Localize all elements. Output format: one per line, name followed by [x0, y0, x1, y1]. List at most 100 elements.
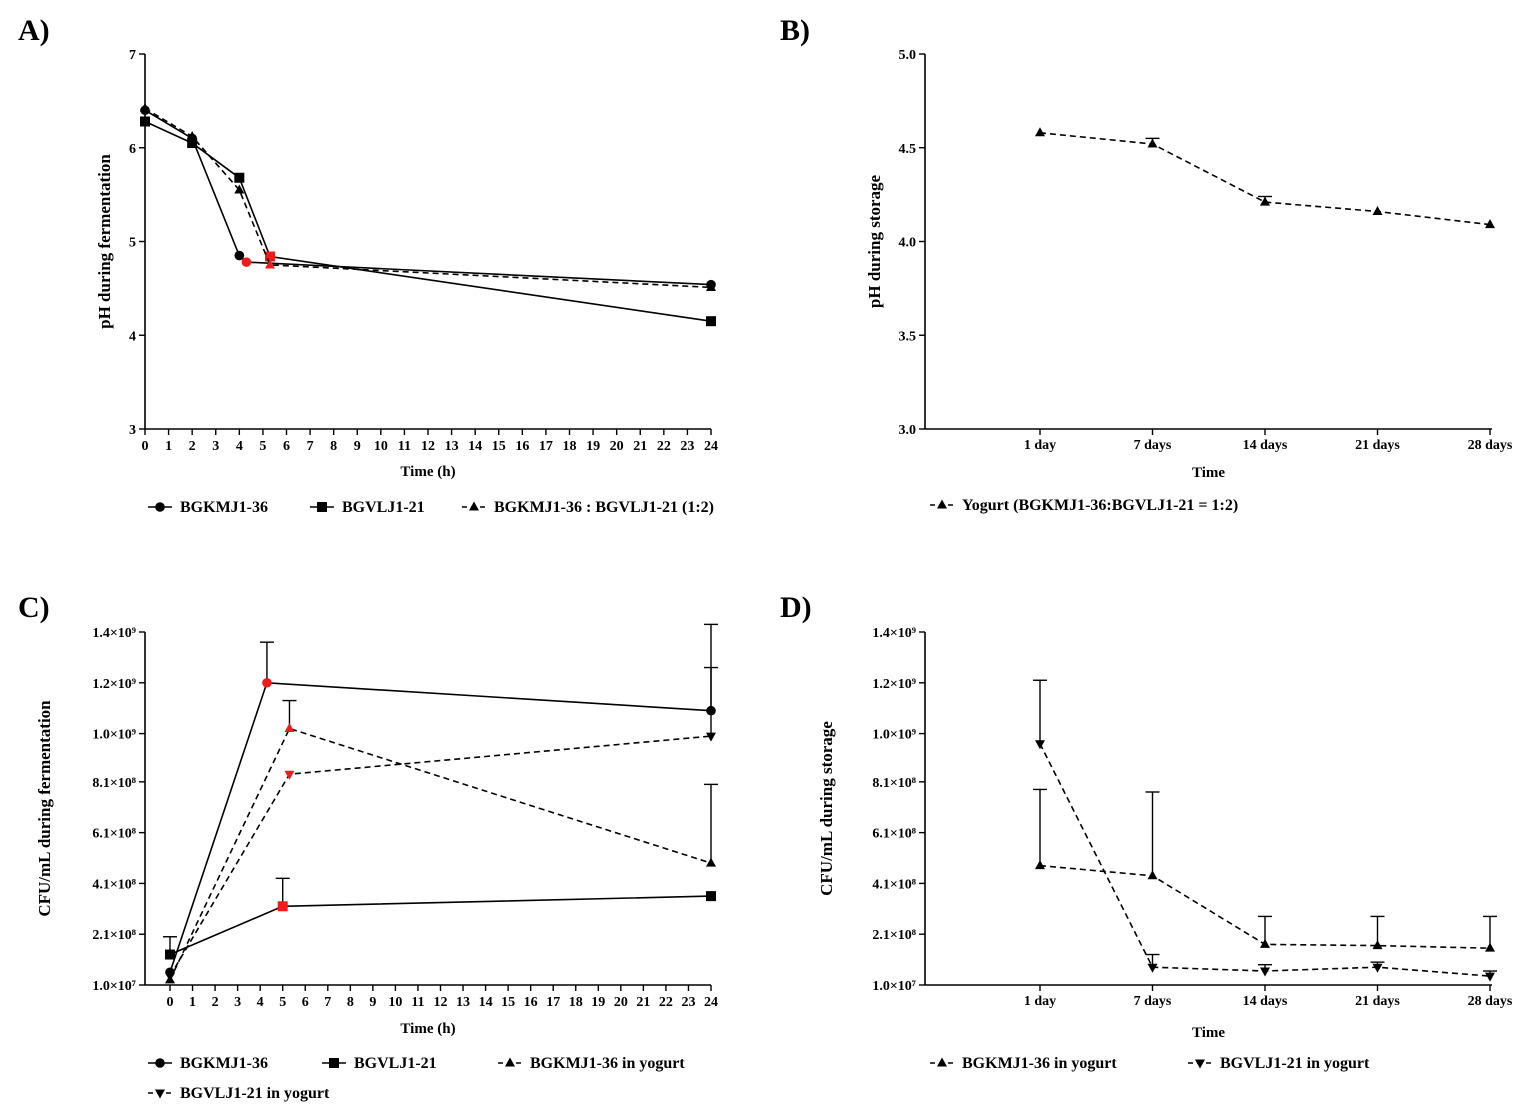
- x-tick-label: 21 days: [1355, 994, 1400, 1009]
- x-tick-label: 7: [307, 439, 314, 454]
- x-tick-label: 7 days: [1134, 994, 1172, 1009]
- y-tick-label: 1.4×10⁹: [92, 626, 136, 641]
- x-tick-label: 15: [492, 439, 506, 454]
- legend-marker: [937, 1057, 947, 1067]
- data-point: [234, 172, 245, 183]
- x-tick-label: 11: [411, 995, 424, 1010]
- data-point: [140, 102, 150, 112]
- x-tick-label: 5: [259, 439, 266, 454]
- x-tick-label: 22: [659, 995, 673, 1010]
- x-tick-label: 0: [167, 995, 174, 1010]
- data-point: [706, 891, 716, 902]
- x-tick-label: 2: [212, 995, 219, 1010]
- series-bgkmj1-36-bgvlj1-21-1-2-: [140, 102, 716, 291]
- data-point: [1147, 138, 1158, 148]
- series-bgvlj1-21-in-yogurt: [165, 666, 718, 982]
- legend-item: BGVLJ1-21: [310, 499, 425, 516]
- panel-label: D): [780, 591, 812, 624]
- y-tick-label: 1.0×10⁷: [92, 979, 136, 994]
- legend-item: BGVLJ1-21: [322, 1055, 437, 1072]
- data-point: [1372, 963, 1383, 973]
- y-tick-label: 3: [129, 423, 136, 438]
- panel-label: B): [780, 14, 810, 47]
- legend-marker: [155, 1089, 165, 1099]
- legend-item: BGVLJ1-21 in yogurt: [148, 1085, 330, 1102]
- data-point: [1260, 967, 1270, 977]
- data-point: [165, 949, 175, 960]
- x-tick-label: 5: [279, 995, 286, 1010]
- x-tick-label: 12: [421, 439, 435, 454]
- series-line: [144, 120, 712, 322]
- chart-panel-d: D) 1.0×10⁷ 2.1×10⁸ 4.1×10⁸ 6.1×10⁸ 8.1×10⁸ 1.0…: [780, 591, 1513, 1072]
- x-axis-label: Time: [1192, 465, 1225, 481]
- x-tick-label: 20: [614, 995, 628, 1010]
- legend-label: BGKMJ1-36 in yogurt: [530, 1055, 685, 1072]
- x-tick-label: 28 days: [1468, 994, 1513, 1009]
- data-point: [706, 732, 716, 742]
- y-tick-label: 1.2×10⁹: [92, 677, 136, 692]
- x-tick-label: 9: [369, 995, 376, 1010]
- data-point: [277, 901, 288, 912]
- x-tick-label: 9: [354, 439, 361, 454]
- y-tick-label: 2.1×10⁸: [872, 928, 916, 943]
- legend-marker: [155, 502, 165, 512]
- x-tick-label: 14 days: [1243, 994, 1288, 1009]
- series-line: [169, 895, 712, 956]
- x-tick-label: 10: [388, 995, 402, 1010]
- legend-item: BGKMJ1-36 : BGVLJ1-21 (1:2): [462, 499, 714, 516]
- y-tick-label: 1.0×10⁹: [872, 728, 916, 743]
- y-tick-label: 8.1×10⁸: [92, 776, 136, 791]
- series-bgkmj1-36: [165, 623, 718, 978]
- series-line: [144, 107, 712, 289]
- x-tick-label: 13: [445, 439, 459, 454]
- series-bgvlj1-21-in-yogurt: [1033, 679, 1497, 982]
- x-axis-label: Time (h): [400, 1021, 455, 1037]
- x-tick-label: 6: [302, 995, 309, 1010]
- x-tick-label: 14 days: [1243, 438, 1288, 453]
- y-tick-label: 4: [129, 329, 136, 344]
- series-line: [1039, 132, 1491, 226]
- data-point: [140, 116, 150, 127]
- y-axis-label: pH during fermentation: [95, 154, 114, 329]
- data-point: [284, 723, 295, 733]
- x-tick-label: 14: [479, 995, 493, 1010]
- legend-marker: [155, 1058, 165, 1068]
- x-tick-label: 17: [546, 995, 560, 1010]
- x-tick-label: 16: [515, 439, 529, 454]
- data-point: [264, 251, 275, 262]
- legend-marker: [329, 1058, 339, 1068]
- data-point: [264, 259, 275, 269]
- data-point: [1147, 870, 1158, 880]
- x-axis-label: Time (h): [400, 464, 455, 480]
- x-tick-label: 0: [142, 439, 149, 454]
- y-tick-label: 6: [129, 142, 136, 157]
- y-tick-label: 4.1×10⁸: [872, 877, 916, 892]
- data-point: [1485, 942, 1495, 952]
- y-axis-label: pH during storage: [865, 174, 884, 308]
- y-tick-label: 4.1×10⁸: [92, 877, 136, 892]
- x-tick-label: 1: [165, 439, 172, 454]
- legend-label: BGVLJ1-21 in yogurt: [1220, 1055, 1370, 1072]
- series-line: [169, 727, 712, 981]
- y-tick-label: 1.0×10⁹: [92, 728, 136, 743]
- x-tick-label: 8: [330, 439, 337, 454]
- data-point: [706, 316, 716, 327]
- y-tick-label: 3.5: [899, 329, 917, 344]
- x-tick-label: 4: [236, 439, 243, 454]
- data-point: [1485, 219, 1495, 229]
- legend-label: BGKMJ1-36 : BGVLJ1-21 (1:2): [494, 499, 714, 516]
- legend-item: BGKMJ1-36: [148, 1055, 268, 1072]
- data-point: [234, 184, 245, 194]
- legend-label: BGVLJ1-21: [342, 499, 425, 516]
- data-point: [1485, 972, 1495, 982]
- x-tick-label: 15: [501, 995, 515, 1010]
- x-tick-label: 8: [347, 995, 354, 1010]
- x-tick-label: 14: [468, 439, 482, 454]
- x-tick-label: 1: [189, 995, 196, 1010]
- series-bgvlj1-21: [140, 116, 716, 327]
- data-point: [1372, 206, 1383, 215]
- y-tick-label: 2.1×10⁸: [92, 928, 136, 943]
- data-point: [1372, 940, 1383, 950]
- data-point: [187, 138, 198, 149]
